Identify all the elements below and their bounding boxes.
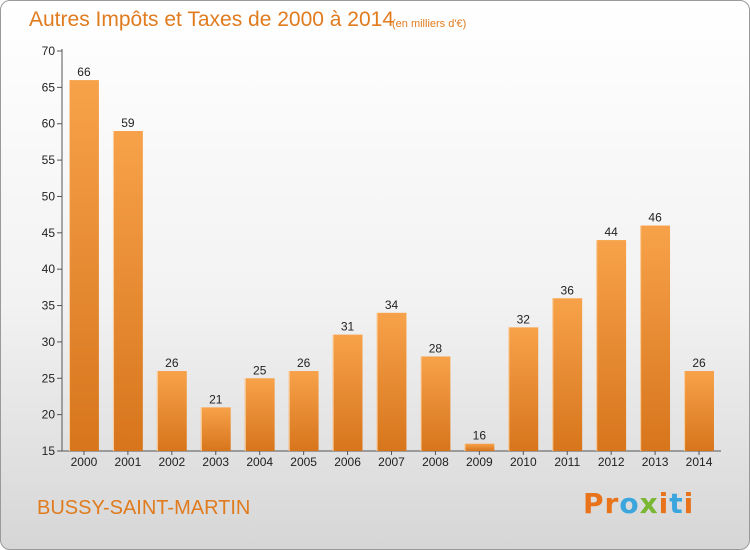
y-tick-label: 25 [42, 371, 56, 385]
y-tick-label: 45 [42, 226, 56, 240]
chart-title: Autres Impôts et Taxes de 2000 à 2014 [29, 8, 395, 31]
bar [640, 225, 671, 451]
x-tick-label: 2004 [246, 455, 273, 469]
x-tick-label: 2009 [466, 455, 493, 469]
y-tick-label: 20 [42, 408, 56, 422]
bar-value-label: 46 [648, 211, 662, 225]
bar [596, 240, 627, 451]
logo-letter: r [604, 487, 620, 520]
logo-letter: o [619, 487, 640, 520]
x-tick-label: 2002 [158, 455, 185, 469]
bar-value-label: 25 [253, 363, 267, 377]
bar [200, 407, 231, 451]
y-tick-label: 15 [42, 444, 56, 458]
x-tick-label: 2012 [598, 455, 625, 469]
x-tick-label: 2014 [686, 455, 713, 469]
bar [244, 378, 275, 451]
bar [288, 371, 319, 451]
bar-value-label: 34 [385, 298, 399, 312]
y-tick-label: 40 [42, 262, 56, 276]
bar [684, 371, 714, 451]
bar-value-label: 32 [517, 312, 531, 326]
x-tick-label: 2003 [202, 455, 229, 469]
y-tick-label: 60 [42, 117, 56, 131]
x-tick-label: 2011 [554, 455, 580, 469]
x-tick-label: 2007 [378, 455, 405, 469]
bar-value-label: 26 [297, 356, 311, 370]
bar-value-label: 36 [561, 283, 575, 297]
x-tick-label: 2006 [334, 455, 361, 469]
bar [112, 131, 143, 451]
y-tick-label: 65 [42, 80, 56, 94]
x-tick-label: 2010 [510, 455, 537, 469]
x-tick-label: 2013 [642, 455, 669, 469]
bar [332, 334, 363, 451]
logo-letter: x [639, 487, 659, 520]
bar-value-label: 44 [604, 225, 618, 239]
bar [156, 371, 187, 451]
bar-value-label: 59 [121, 116, 135, 130]
bar [464, 443, 495, 451]
logo-letter: i [683, 487, 695, 520]
y-tick-label: 35 [42, 299, 56, 313]
bar [552, 298, 583, 451]
x-tick-label: 2001 [115, 455, 142, 469]
bar-value-label: 66 [77, 65, 91, 79]
y-tick-label: 70 [42, 44, 56, 58]
town-name: BUSSY-SAINT-MARTIN [37, 497, 251, 519]
bar-value-label: 26 [165, 356, 179, 370]
y-tick-label: 50 [42, 189, 56, 203]
bar-value-label: 28 [429, 341, 443, 355]
bar-value-label: 16 [473, 429, 487, 443]
logo-letter: P [583, 487, 605, 520]
bar-value-label: 31 [341, 320, 355, 334]
logo-letter: i [658, 487, 670, 520]
x-tick-label: 2005 [290, 455, 317, 469]
chart-unit: (en milliers d'€) [392, 18, 467, 30]
y-tick-label: 55 [42, 153, 56, 167]
bar [508, 327, 539, 451]
bar [420, 356, 451, 451]
bar [376, 312, 407, 451]
bar [69, 80, 99, 451]
proxiti-logo: Proxiti [583, 487, 694, 520]
x-tick-label: 2000 [71, 455, 98, 469]
bar-value-label: 21 [209, 392, 223, 406]
x-tick-label: 2008 [422, 455, 449, 469]
logo-letter: t [669, 487, 684, 520]
y-tick-label: 30 [42, 335, 56, 349]
bar-value-label: 26 [692, 356, 706, 370]
